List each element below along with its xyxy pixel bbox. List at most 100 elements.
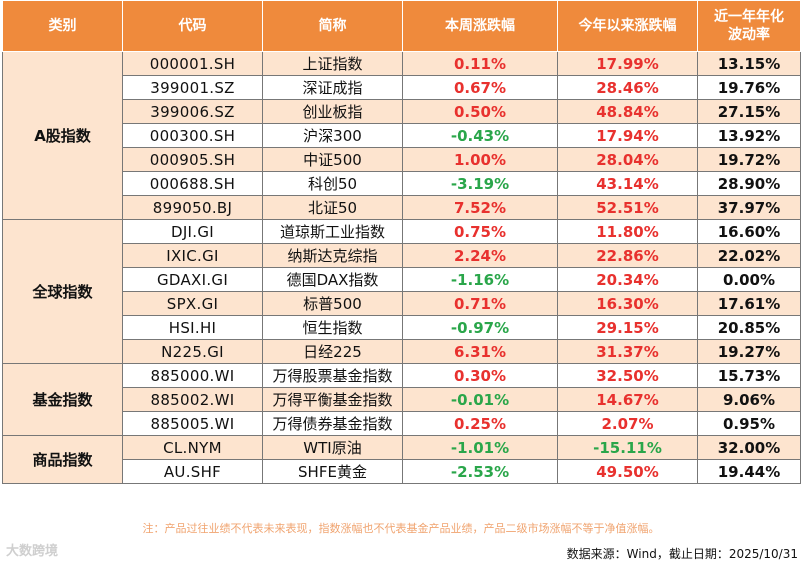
table-row: 000300.SH 沪深300 -0.43% 17.94% 13.92%: [3, 123, 801, 148]
ytd-change: 49.50%: [557, 459, 698, 484]
volatility: 0.95%: [697, 411, 801, 436]
index-code: CL.NYM: [122, 435, 263, 460]
ytd-change: 17.94%: [557, 123, 698, 148]
week-change: -0.43%: [402, 123, 558, 148]
ytd-change: 2.07%: [557, 411, 698, 436]
ytd-change: -15.11%: [557, 435, 698, 460]
index-name: 上证指数: [262, 51, 403, 76]
ytd-change: 29.15%: [557, 315, 698, 340]
volatility: 13.15%: [697, 51, 801, 76]
category-cell: 全球指数: [2, 219, 123, 364]
week-change: 0.75%: [402, 219, 558, 244]
index-name: 创业板指: [262, 99, 403, 124]
header-volatility-line2: 波动率: [728, 27, 770, 43]
index-name: SHFE黄金: [262, 459, 403, 484]
ytd-change: 17.99%: [557, 51, 698, 76]
table-row: 399006.SZ 创业板指 0.50% 48.84% 27.15%: [3, 99, 801, 124]
index-name: 日经225: [262, 339, 403, 364]
index-code: GDAXI.GI: [122, 267, 263, 292]
table-row: A股指数 000001.SH 上证指数 0.11% 17.99% 13.15%: [2, 51, 801, 220]
week-change: -3.19%: [402, 171, 558, 196]
week-change: 0.11%: [402, 51, 558, 76]
header-week-change: 本周涨跌幅: [402, 0, 558, 52]
week-change: 0.50%: [402, 99, 558, 124]
index-code: AU.SHF: [122, 459, 263, 484]
week-change: 0.30%: [402, 363, 558, 388]
week-change: 0.71%: [402, 291, 558, 316]
index-code: IXIC.GI: [122, 243, 263, 268]
table-row: AU.SHF SHFE黄金 -2.53% 49.50% 19.44%: [3, 459, 801, 484]
category-cell: A股指数: [2, 51, 123, 220]
ytd-change: 11.80%: [557, 219, 698, 244]
ytd-change: 28.04%: [557, 147, 698, 172]
table-header-row: 类别 代码 简称 本周涨跌幅 今年以来涨跌幅 近一年年化 波动率: [2, 0, 801, 52]
volatility: 20.85%: [697, 315, 801, 340]
index-code: 399006.SZ: [122, 99, 263, 124]
table-row: N225.GI 日经225 6.31% 31.37% 19.27%: [3, 339, 801, 364]
volatility: 32.00%: [697, 435, 801, 460]
ytd-change: 52.51%: [557, 195, 698, 220]
index-name: 北证50: [262, 195, 403, 220]
index-code: 885002.WI: [122, 387, 263, 412]
index-name: 科创50: [262, 171, 403, 196]
header-code: 代码: [122, 0, 263, 52]
volatility: 0.00%: [697, 267, 801, 292]
index-name: 标普500: [262, 291, 403, 316]
index-code: 000688.SH: [122, 171, 263, 196]
ytd-change: 31.37%: [557, 339, 698, 364]
table-row: IXIC.GI 纳斯达克综指 2.24% 22.86% 22.02%: [3, 243, 801, 268]
index-code: 000001.SH: [122, 51, 263, 76]
index-name: WTI原油: [262, 435, 403, 460]
category-cell: 商品指数: [2, 435, 123, 484]
index-code: HSI.HI: [122, 315, 263, 340]
table-row: 899050.BJ 北证50 7.52% 52.51% 37.97%: [3, 195, 801, 220]
data-source: 数据来源：Wind，截止日期：2025/10/31: [566, 547, 798, 561]
index-performance-table: 类别 代码 简称 本周涨跌幅 今年以来涨跌幅 近一年年化 波动率 A股指数 000…: [2, 0, 801, 484]
ytd-change: 48.84%: [557, 99, 698, 124]
index-code: 885005.WI: [122, 411, 263, 436]
table-row: 000688.SH 科创50 -3.19% 43.14% 28.90%: [3, 171, 801, 196]
header-name: 简称: [262, 0, 403, 52]
volatility: 16.60%: [697, 219, 801, 244]
table-row: 商品指数 CL.NYM WTI原油 -1.01% -15.11% 32.00%: [2, 435, 801, 484]
week-change: 2.24%: [402, 243, 558, 268]
ytd-change: 22.86%: [557, 243, 698, 268]
ytd-change: 16.30%: [557, 291, 698, 316]
index-code: 000905.SH: [122, 147, 263, 172]
index-code: 885000.WI: [122, 363, 263, 388]
week-change: -1.01%: [402, 435, 558, 460]
week-change: 1.00%: [402, 147, 558, 172]
table-row: HSI.HI 恒生指数 -0.97% 29.15% 20.85%: [3, 315, 801, 340]
index-name: 万得平衡基金指数: [262, 387, 403, 412]
volatility: 19.27%: [697, 339, 801, 364]
ytd-change: 43.14%: [557, 171, 698, 196]
index-code: DJI.GI: [122, 219, 263, 244]
week-change: -0.97%: [402, 315, 558, 340]
ytd-change: 28.46%: [557, 75, 698, 100]
volatility: 27.15%: [697, 99, 801, 124]
table-row: GDAXI.GI 德国DAX指数 -1.16% 20.34% 0.00%: [3, 267, 801, 292]
index-name: 德国DAX指数: [262, 267, 403, 292]
table-row: 399001.SZ 深证成指 0.67% 28.46% 19.76%: [3, 75, 801, 100]
volatility: 19.44%: [697, 459, 801, 484]
category-cell: 基金指数: [2, 363, 123, 436]
ytd-change: 14.67%: [557, 387, 698, 412]
week-change: 0.67%: [402, 75, 558, 100]
index-name: 纳斯达克综指: [262, 243, 403, 268]
table-row: 885005.WI 万得债券基金指数 0.25% 2.07% 0.95%: [3, 411, 801, 436]
volatility: 37.97%: [697, 195, 801, 220]
header-category: 类别: [2, 0, 123, 52]
volatility: 28.90%: [697, 171, 801, 196]
table-row: 全球指数 DJI.GI 道琼斯工业指数 0.75% 11.80% 16.60%: [2, 219, 801, 364]
ytd-change: 20.34%: [557, 267, 698, 292]
volatility: 19.76%: [697, 75, 801, 100]
index-code: SPX.GI: [122, 291, 263, 316]
table-row: 基金指数 885000.WI 万得股票基金指数 0.30% 32.50% 15.73%: [2, 363, 801, 436]
volatility: 22.02%: [697, 243, 801, 268]
index-name: 万得股票基金指数: [262, 363, 403, 388]
volatility: 15.73%: [697, 363, 801, 388]
week-change: -1.16%: [402, 267, 558, 292]
header-volatility-line1: 近一年年化: [714, 9, 784, 25]
volatility: 13.92%: [697, 123, 801, 148]
index-name: 深证成指: [262, 75, 403, 100]
